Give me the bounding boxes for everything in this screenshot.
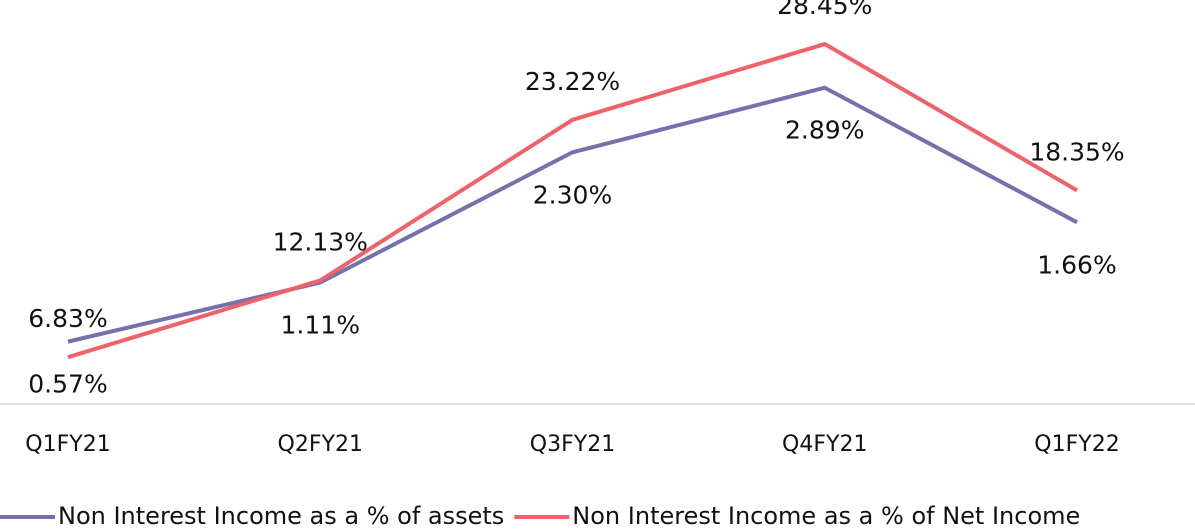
x-tick-label: Q1FY21: [25, 432, 110, 457]
data-label: 2.89%: [785, 116, 864, 145]
series-line: [67, 85, 1078, 344]
x-tick-label: Q3FY21: [530, 432, 615, 457]
data-label: 12.13%: [273, 227, 368, 256]
data-label: 1.11%: [281, 311, 360, 340]
data-label: 0.57%: [28, 370, 107, 399]
data-label: 2.30%: [533, 180, 612, 209]
data-label: 23.22%: [525, 67, 620, 96]
data-label: 18.35%: [1029, 137, 1124, 166]
x-tick-label: Q1FY22: [1034, 432, 1119, 457]
series-line: [67, 42, 1079, 360]
x-tick-label: Q2FY21: [278, 432, 363, 457]
x-tick-label: Q4FY21: [782, 432, 867, 457]
data-label: 28.45%: [777, 0, 872, 20]
data-label: 6.83%: [28, 304, 107, 333]
data-label: 1.66%: [1037, 250, 1116, 279]
legend-label: Non Interest Income as a % of assets: [58, 502, 504, 530]
legend-label: Non Interest Income as a % of Net Income: [572, 502, 1080, 530]
